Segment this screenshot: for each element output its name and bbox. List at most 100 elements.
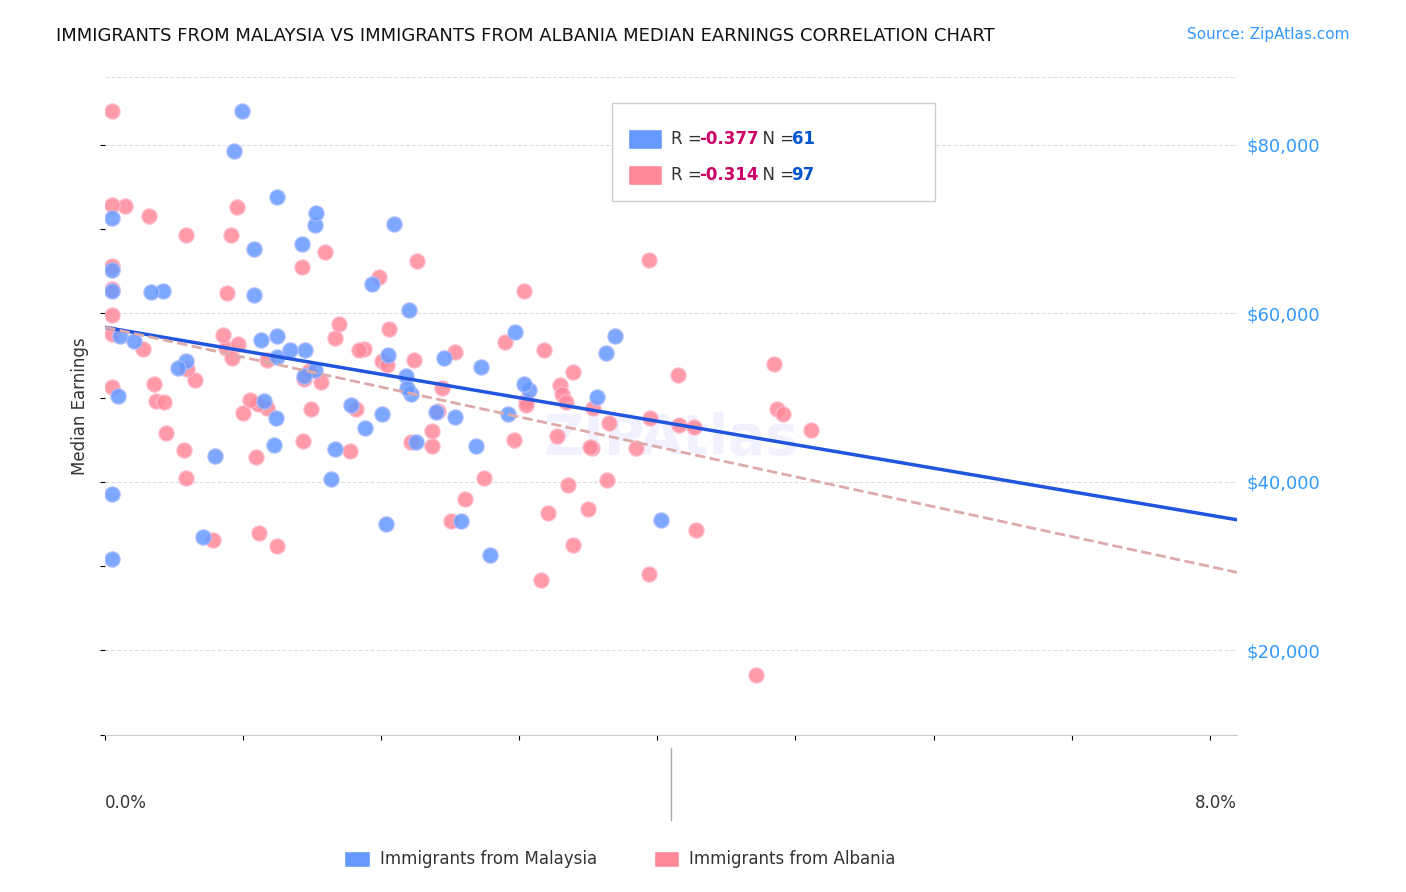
Point (339, 443, 361, 458)
Point (145, 394, 167, 409)
Point (581, 441, 603, 455)
Point (340, 398, 363, 412)
Point (425, 405, 447, 419)
Point (472, 471, 495, 485)
Point (470, 360, 492, 375)
Point (174, 354, 197, 368)
Point (101, 104, 124, 119)
Point (595, 346, 617, 360)
Point (533, 343, 555, 357)
Point (668, 418, 690, 433)
Point (478, 548, 501, 562)
Point (319, 472, 342, 486)
Point (256, 353, 278, 368)
Point (439, 514, 461, 528)
Point (212, 328, 235, 343)
Point (225, 200, 247, 214)
Point (537, 506, 560, 520)
Point (176, 470, 198, 484)
Point (101, 198, 124, 212)
Point (444, 345, 467, 359)
Point (444, 410, 467, 425)
Point (202, 533, 225, 548)
Point (173, 442, 195, 457)
Text: R =: R = (671, 166, 707, 184)
Point (375, 517, 398, 532)
Point (371, 354, 394, 368)
Point (378, 321, 401, 335)
Text: 97: 97 (792, 166, 815, 184)
Point (176, 227, 198, 242)
Point (323, 442, 346, 456)
Point (204, 450, 226, 464)
Point (264, 411, 287, 425)
Point (291, 260, 314, 274)
Point (101, 259, 124, 273)
Point (107, 388, 129, 402)
Point (304, 363, 326, 377)
Point (226, 336, 249, 351)
Text: -0.314: -0.314 (699, 166, 758, 184)
Point (184, 373, 207, 387)
Point (395, 369, 418, 384)
Point (224, 145, 246, 159)
Text: 61: 61 (792, 130, 814, 148)
Point (347, 343, 370, 357)
Point (505, 326, 527, 340)
Point (101, 263, 124, 277)
Point (562, 538, 585, 552)
Point (576, 501, 599, 516)
Point (298, 364, 321, 378)
Text: Source: ZipAtlas.com: Source: ZipAtlas.com (1187, 27, 1350, 42)
Point (354, 421, 377, 435)
Point (256, 401, 278, 416)
Point (141, 285, 163, 299)
Point (292, 372, 315, 386)
Point (375, 358, 398, 372)
Point (231, 104, 253, 119)
Point (101, 211, 124, 225)
Point (638, 411, 661, 425)
Text: ZIPAtlas: ZIPAtlas (544, 412, 799, 466)
Point (494, 335, 516, 350)
Point (430, 381, 453, 395)
Point (432, 351, 454, 365)
Point (513, 377, 536, 392)
Y-axis label: Median Earnings: Median Earnings (72, 337, 89, 475)
Point (221, 351, 243, 365)
Point (361, 277, 384, 291)
Point (249, 334, 271, 348)
Point (344, 401, 367, 416)
Point (101, 380, 124, 394)
Point (138, 209, 160, 223)
Text: Immigrants from Albania: Immigrants from Albania (689, 850, 896, 868)
Point (291, 236, 314, 251)
Point (402, 353, 425, 368)
Point (546, 429, 568, 443)
Point (399, 435, 422, 450)
Point (239, 392, 262, 407)
Point (582, 401, 605, 415)
Point (683, 420, 706, 434)
Point (513, 284, 536, 298)
Point (745, 668, 768, 682)
Point (108, 329, 131, 343)
Point (562, 365, 585, 379)
Text: 8.0%: 8.0% (1195, 794, 1237, 812)
Point (266, 540, 288, 554)
Point (530, 574, 553, 588)
Point (314, 244, 336, 259)
Text: R =: R = (671, 130, 707, 148)
Point (557, 477, 579, 491)
Point (585, 390, 607, 404)
Point (101, 487, 124, 501)
Point (215, 341, 238, 355)
Point (368, 270, 391, 285)
Point (101, 282, 124, 296)
Point (292, 434, 315, 449)
Point (399, 387, 422, 401)
Point (246, 397, 269, 411)
Point (515, 393, 537, 408)
Point (685, 523, 707, 537)
Point (382, 217, 405, 231)
